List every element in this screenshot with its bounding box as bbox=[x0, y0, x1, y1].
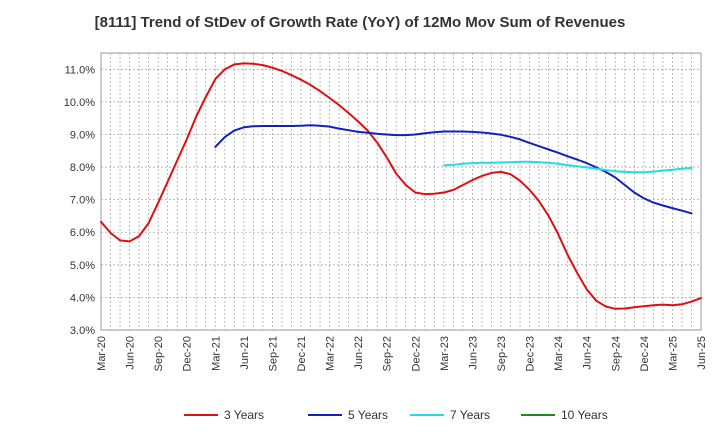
y-tick-label: 4.0% bbox=[70, 292, 95, 304]
legend-label-5-years: 5 Years bbox=[348, 408, 388, 422]
x-tick-label: Mar-20 bbox=[96, 336, 108, 371]
series-line-7-years bbox=[442, 160, 693, 174]
y-tick-label: 9.0% bbox=[70, 129, 95, 141]
grid-layer bbox=[101, 53, 701, 331]
legend: 3 Years 5 Years 7 Years 10 Years bbox=[184, 408, 608, 422]
chart-title: [8111] Trend of StDev of Growth Rate (Yo… bbox=[94, 14, 626, 31]
x-tick-label: Dec-24 bbox=[639, 336, 651, 371]
x-tick-label: Sep-21 bbox=[267, 336, 279, 371]
x-tick-label: Sep-23 bbox=[496, 336, 508, 371]
x-tick-label: Dec-20 bbox=[182, 336, 194, 371]
x-tick-label: Jun-21 bbox=[239, 336, 251, 370]
series-line-5-years bbox=[214, 124, 693, 215]
x-tick-label: Sep-24 bbox=[610, 336, 622, 371]
legend-label-3-years: 3 Years bbox=[224, 408, 264, 422]
x-tick-label: Mar-21 bbox=[210, 336, 222, 371]
series-layer bbox=[100, 62, 702, 310]
series-line-3-years bbox=[100, 62, 702, 310]
x-tick-label: Jun-24 bbox=[582, 336, 594, 370]
x-tick-label: Mar-24 bbox=[553, 336, 565, 371]
y-tick-label: 5.0% bbox=[70, 260, 95, 272]
x-tick-label: Jun-23 bbox=[467, 336, 479, 370]
y-tick-label: 6.0% bbox=[70, 227, 95, 239]
y-tick-label: 10.0% bbox=[64, 97, 95, 109]
x-axis-ticks: Mar-20 Jun-20 Sep-20 Dec-20 Mar-21 Jun-21 Sep-… bbox=[96, 336, 708, 371]
y-tick-label: 3.0% bbox=[70, 325, 95, 337]
y-tick-label: 11.0% bbox=[65, 64, 96, 76]
y-tick-label: 7.0% bbox=[70, 195, 95, 207]
x-tick-label: Sep-20 bbox=[153, 336, 165, 371]
x-tick-label: Jun-25 bbox=[696, 336, 708, 370]
x-tick-label: Mar-23 bbox=[439, 336, 451, 371]
y-axis-ticks: 3.0% 4.0% 5.0% 6.0% 7.0% 8.0% 9.0% 10.0% 11.0% bbox=[64, 64, 95, 337]
x-tick-label: Dec-23 bbox=[525, 336, 537, 371]
x-tick-label: Mar-22 bbox=[325, 336, 337, 371]
x-tick-label: Jun-22 bbox=[353, 336, 365, 370]
y-tick-label: 8.0% bbox=[70, 162, 95, 174]
x-tick-label: Dec-22 bbox=[410, 336, 422, 371]
legend-label-7-years: 7 Years bbox=[450, 408, 490, 422]
plot-frame bbox=[100, 52, 702, 331]
legend-label-10-years: 10 Years bbox=[561, 408, 608, 422]
x-tick-label: Jun-20 bbox=[125, 336, 137, 370]
x-tick-label: Sep-22 bbox=[382, 336, 394, 371]
x-tick-label: Dec-21 bbox=[296, 336, 308, 371]
x-tick-label: Mar-25 bbox=[667, 336, 679, 371]
